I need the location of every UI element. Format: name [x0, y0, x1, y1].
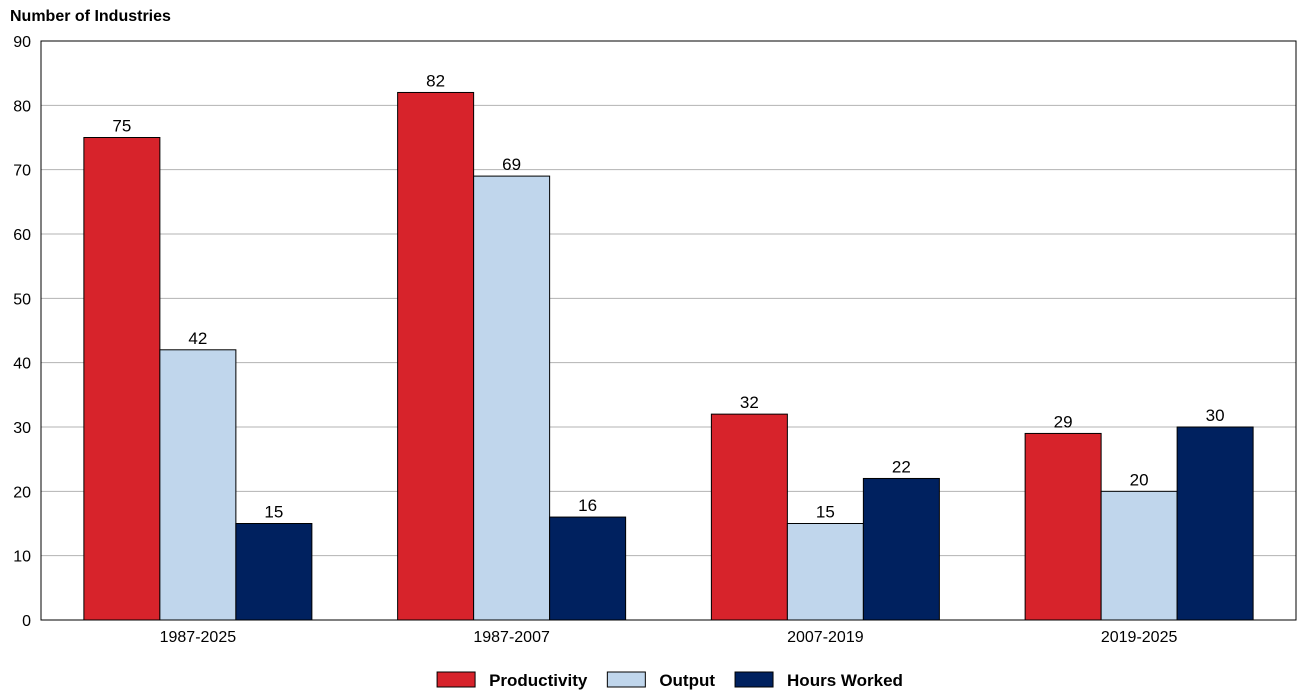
- bar-hours-worked: [235, 523, 313, 621]
- y-tick-label: 40: [13, 356, 31, 373]
- x-tick-label: 2019-2025: [1101, 629, 1178, 646]
- legend-label: Hours Worked: [787, 671, 903, 690]
- y-tick-label: 90: [13, 34, 31, 51]
- plot-frame: [40, 40, 1297, 621]
- data-label: 32: [740, 393, 759, 412]
- y-axis-ticks: 0 10 20 30 40 50 60 70 80 90: [13, 34, 31, 630]
- data-label: 15: [264, 503, 283, 522]
- y-tick-label: 80: [13, 98, 31, 115]
- bar-productivity: [1024, 432, 1102, 621]
- bar-output: [1100, 490, 1178, 621]
- bar-output: [786, 523, 864, 621]
- legend: Productivity Output Hours Worked: [436, 671, 903, 690]
- data-label: 22: [892, 457, 911, 476]
- gridlines: [41, 104, 1296, 557]
- bar-productivity: [397, 91, 475, 621]
- bar-output: [473, 175, 551, 621]
- y-tick-label: 60: [13, 227, 31, 244]
- y-tick-label: 0: [22, 613, 31, 630]
- bar-output: [159, 349, 237, 621]
- data-label: 75: [112, 117, 131, 136]
- bar-productivity: [710, 413, 788, 621]
- data-label: 15: [816, 503, 835, 522]
- y-tick-label: 30: [13, 420, 31, 437]
- data-label: 29: [1054, 412, 1073, 431]
- legend-label: Output: [659, 671, 715, 690]
- bar-hours-worked: [862, 477, 940, 621]
- legend-label: Productivity: [489, 671, 588, 690]
- legend-swatch: [606, 671, 646, 688]
- data-label: 16: [578, 496, 597, 515]
- y-axis-title: Number of Industries: [10, 8, 171, 25]
- data-label: 20: [1130, 470, 1149, 489]
- data-label: 30: [1206, 406, 1225, 425]
- y-tick-label: 70: [13, 163, 31, 180]
- x-tick-label: 2007-2019: [787, 629, 864, 646]
- x-axis-ticks: 1987-2025 1987-2007 2007-2019 2019-2025: [160, 629, 1178, 646]
- y-tick-label: 50: [13, 291, 31, 308]
- bar-hours-worked: [1176, 426, 1254, 621]
- bars: [83, 91, 1254, 621]
- data-label: 82: [426, 71, 445, 90]
- bar-hours-worked: [549, 516, 627, 621]
- data-label: 69: [502, 155, 521, 174]
- y-tick-label: 10: [13, 549, 31, 566]
- legend-swatch: [436, 671, 476, 688]
- x-tick-label: 1987-2025: [160, 629, 237, 646]
- y-tick-label: 20: [13, 484, 31, 501]
- x-tick-label: 1987-2007: [473, 629, 550, 646]
- bar-productivity: [83, 137, 161, 621]
- legend-swatch: [734, 671, 774, 688]
- data-label: 42: [188, 329, 207, 348]
- data-labels: 75 42 15 82 69 16 32 15 22 29 20 30: [112, 71, 1224, 521]
